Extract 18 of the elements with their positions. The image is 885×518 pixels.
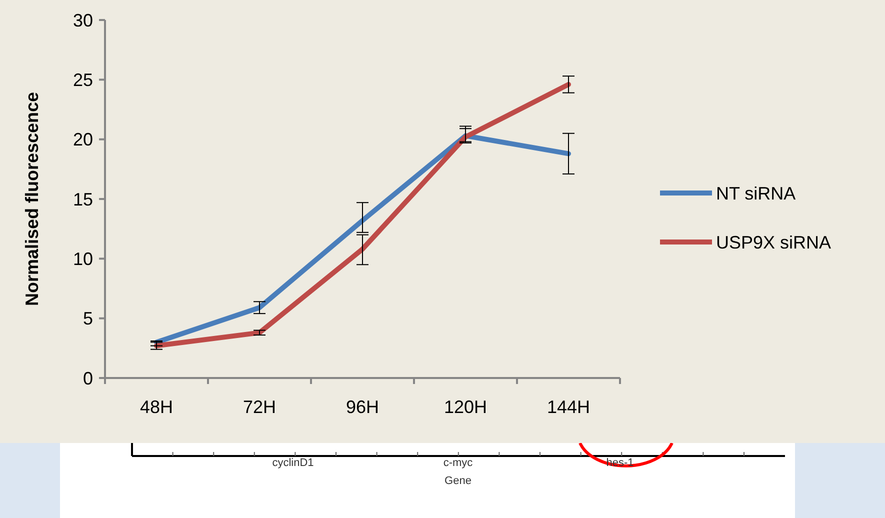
- legend-label: USP9X siRNA: [716, 232, 832, 252]
- y-tick-label: 5: [82, 308, 93, 329]
- x-tick-label: 120H: [444, 397, 488, 417]
- y-tick-label: 20: [72, 130, 93, 150]
- y-tick-label: 25: [72, 70, 93, 90]
- y-axis-title: Normalised fluorescence: [22, 92, 42, 306]
- text: Gene: [444, 474, 472, 487]
- x-tick-label: 144H: [546, 397, 590, 417]
- x-tick-label: 48H: [140, 397, 174, 417]
- legend-label: NT siRNA: [716, 183, 796, 204]
- y-tick-label: 15: [72, 189, 93, 210]
- x-tick-label: 72H: [242, 397, 276, 417]
- text: c-myc: [443, 456, 474, 469]
- y-tick-label: 10: [72, 248, 93, 269]
- text: cyclinD1: [272, 456, 314, 469]
- x-tick-label: 96H: [346, 397, 380, 417]
- y-tick-label: 30: [72, 10, 93, 30]
- y-tick-label: 0: [82, 368, 93, 388]
